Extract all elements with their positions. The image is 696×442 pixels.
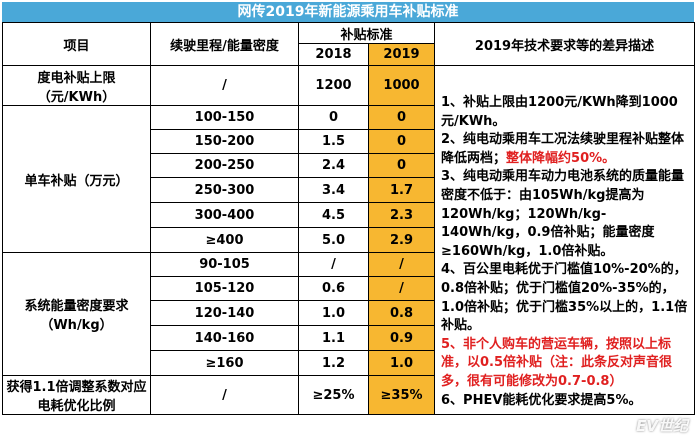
density-2019: 1.0: [367, 350, 436, 376]
header-2018: 2018: [298, 43, 369, 66]
energy-range: /: [150, 375, 299, 415]
single-2018: 2.4: [298, 153, 369, 178]
density-range: ≥160: [150, 350, 299, 376]
single-2019: 2.3: [367, 202, 436, 228]
difference-description: 1、补贴上限由1200元/KWh降到1000元/KWh。 2、纯电动乘用车工况法…: [434, 65, 696, 415]
density-2018: /: [298, 252, 369, 277]
subsidy-table: 项目 续驶里程/能量密度 补贴标准 2019年技术要求等的差异描述 2018 2…: [2, 22, 696, 415]
density-label: 系统能量密度要求（Wh/kg）: [2, 252, 151, 376]
desc-item-3: 3、纯电动乘用车动力电池系统的质量能量密度不低于：由105Wh/kg提高为120…: [441, 169, 685, 259]
density-range: 120-140: [150, 300, 299, 326]
single-2019: 2.9: [367, 227, 436, 253]
header-range: 续驶里程/能量密度: [150, 22, 299, 66]
density-range: 105-120: [150, 276, 299, 301]
desc-item-4: 4、百公里电耗优于门槛值10%-20%的，0.8倍补贴；优于门槛值20%-35%…: [441, 262, 688, 334]
single-label: 单车补贴（万元）: [2, 105, 151, 253]
desc-item-2: 2、纯电动乘用车工况法续驶里程补贴整体降低两档；整体降幅约50%。: [441, 132, 685, 166]
single-2019: 0: [367, 105, 436, 130]
single-2018: 3.4: [298, 177, 369, 203]
density-range: 90-105: [150, 252, 299, 277]
cap-2018: 1200: [298, 65, 369, 106]
energy-label: 获得1.1倍调整系数对应电耗优化比例: [2, 375, 151, 415]
single-range: 100-150: [150, 105, 299, 130]
density-2018: 1.0: [298, 300, 369, 326]
desc-item-6: 6、PHEV能耗优化要求提高5%。: [441, 392, 642, 408]
single-2018: 1.5: [298, 129, 369, 154]
single-range: 250-300: [150, 177, 299, 203]
cap-range: /: [150, 65, 299, 106]
density-range: 140-160: [150, 325, 299, 351]
desc-item-5: 5、非个人购车的营运车辆，按照以上标准，以0.5倍补贴（注：此条反对声音很多，很…: [441, 336, 673, 389]
single-2019: 0: [367, 153, 436, 178]
single-2018: 4.5: [298, 202, 369, 228]
density-2018: 0.6: [298, 276, 369, 301]
cap-2019: 1000: [367, 65, 436, 106]
density-2019: /: [367, 276, 436, 301]
single-2019: 0: [367, 129, 436, 154]
desc-item-1: 1、补贴上限由1200元/KWh降到1000元/KWh。: [441, 95, 678, 129]
density-2018: 1.1: [298, 325, 369, 351]
single-2018: 5.0: [298, 227, 369, 253]
watermark-logo: EV世纪: [636, 417, 688, 435]
energy-2019: ≥35%: [367, 375, 436, 415]
density-2018: 1.2: [298, 350, 369, 376]
header-item: 项目: [2, 22, 151, 66]
single-range: ≥400: [150, 227, 299, 253]
header-2019: 2019: [367, 43, 436, 66]
header-desc: 2019年技术要求等的差异描述: [434, 22, 696, 66]
single-range: 300-400: [150, 202, 299, 228]
header-standard: 补贴标准: [297, 22, 436, 44]
single-range: 150-200: [150, 129, 299, 154]
density-2019: 0.8: [367, 300, 436, 326]
single-2018: 0: [298, 105, 369, 130]
table-title: 网传2019年新能源乘用车补贴标准: [2, 2, 694, 22]
single-range: 200-250: [150, 153, 299, 178]
single-2019: 1.7: [367, 177, 436, 203]
cap-label: 度电补贴上限（元/KWh）: [2, 65, 151, 106]
desc-item-2-highlight: 整体降幅约50%。: [506, 150, 616, 166]
density-2019: 0.9: [367, 325, 436, 351]
energy-2018: ≥25%: [298, 375, 369, 415]
density-2019: /: [367, 252, 436, 277]
